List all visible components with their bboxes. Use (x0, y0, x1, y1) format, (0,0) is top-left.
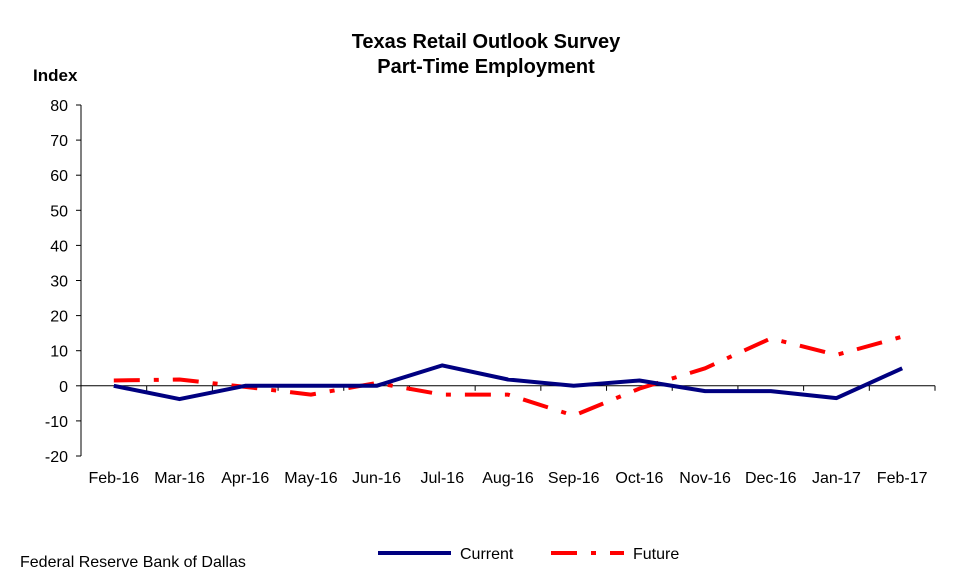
x-tick-label: Nov-16 (679, 470, 731, 487)
y-tick-label: 30 (50, 274, 68, 291)
chart-title: Texas Retail Outlook Survey (352, 31, 621, 53)
legend-label-future: Future (633, 546, 679, 563)
legend: Current Future (378, 546, 679, 563)
legend-label-current: Current (460, 546, 514, 563)
x-tick-label: Apr-16 (221, 470, 269, 487)
y-tick-label: 40 (50, 238, 68, 255)
series-line-future (113, 334, 903, 418)
x-tick-label: Sep-16 (548, 470, 600, 487)
x-tick-label: Mar-16 (154, 470, 205, 487)
x-tick-label: Oct-16 (615, 470, 663, 487)
y-tick-label: -20 (45, 449, 68, 466)
y-tick-label: 80 (50, 98, 68, 115)
x-tick-label: Jun-16 (352, 470, 401, 487)
y-tick-label: 70 (50, 133, 68, 150)
y-tick-label: 10 (50, 344, 68, 361)
x-tick-label: Feb-16 (88, 470, 139, 487)
x-tick-label: Dec-16 (745, 470, 797, 487)
source-note: Federal Reserve Bank of Dallas (20, 554, 246, 571)
x-tick-label: May-16 (284, 470, 337, 487)
x-tick-label: Aug-16 (482, 470, 534, 487)
y-tick-label: 50 (50, 203, 68, 220)
y-tick-label: -10 (45, 414, 68, 431)
x-tick-label: Jul-16 (421, 470, 465, 487)
series-line-current (113, 363, 904, 402)
chart-subtitle: Part-Time Employment (377, 56, 595, 78)
x-tick-label: Jan-17 (812, 470, 861, 487)
y-tick-label: 60 (50, 168, 68, 185)
x-tick-label: Feb-17 (877, 470, 928, 487)
y-axis-label: Index (33, 66, 78, 85)
plot-area: -20 -10 0 10 20 30 40 50 60 70 80 Feb-16 Mar-16 Apr-1… (45, 98, 936, 487)
y-tick-label: 0 (59, 379, 68, 396)
y-tick-label: 20 (50, 309, 68, 326)
